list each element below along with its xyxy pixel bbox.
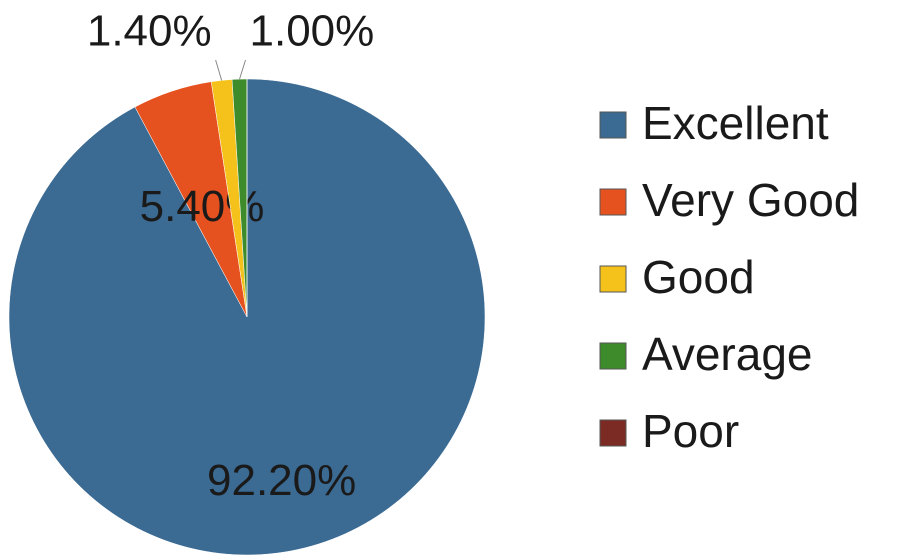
legend-label: Good (642, 251, 755, 303)
legend-swatch (599, 111, 627, 139)
data-label: 92.20% (207, 456, 356, 505)
legend-swatch (599, 419, 627, 447)
legend-swatch (599, 265, 627, 293)
data-label: 1.40% (87, 7, 212, 56)
leader-line (239, 59, 247, 80)
legend-label: Poor (642, 405, 739, 457)
leader-line (215, 59, 223, 81)
legend-swatch (599, 188, 627, 216)
legend-label: Average (642, 328, 813, 380)
legend-label: Very Good (642, 174, 859, 226)
legend-label: Excellent (642, 97, 829, 149)
data-label: 1.00% (250, 7, 375, 56)
pie-slice (8, 78, 486, 555)
legend-swatch (599, 342, 627, 370)
